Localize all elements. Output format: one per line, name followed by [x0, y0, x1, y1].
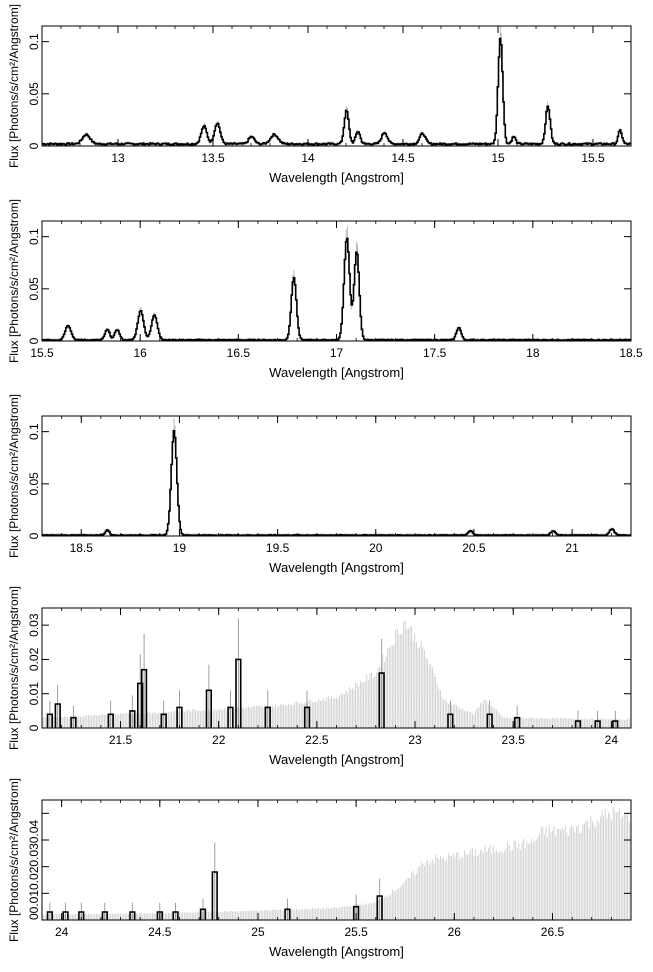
spectrum-line [42, 430, 631, 536]
x-tick-label: 16 [133, 346, 147, 360]
error-bars [42, 226, 631, 341]
y-tick-label: 0.05 [27, 82, 41, 106]
y-axis-label: Flux [Photons/s/cm²/Angstrom] [7, 778, 21, 942]
spectrum-line [46, 658, 619, 728]
spectrum-line [46, 871, 383, 920]
x-tick-label: 25.5 [344, 925, 368, 939]
x-tick-label: 21 [565, 541, 579, 555]
x-tick-label: 13.5 [201, 151, 225, 165]
x-axis-label: Wavelength [Angstrom] [269, 365, 404, 380]
x-tick-label: 24.5 [148, 925, 172, 939]
axes-frame [41, 415, 632, 537]
x-tick-label: 23.5 [502, 733, 526, 747]
x-tick-label: 18.5 [70, 541, 94, 555]
x-axis-label: Wavelength [Angstrom] [269, 170, 404, 185]
y-axis-label: Flux [Photons/s/cm²/Angstrom] [7, 199, 21, 363]
panel-1: 13 13.5 14 14.5 15 15.5 0 0.05 0.1 Wavelength [An… [7, 4, 632, 185]
x-tick-label: 18 [526, 346, 540, 360]
x-tick-label: 23 [408, 733, 422, 747]
y-axis-label: Flux [Photons/s/cm²/Angstrom] [7, 4, 21, 168]
x-tick-label: 26 [448, 925, 462, 939]
x-tick-label: 17.5 [423, 346, 447, 360]
x-tick-label: 21.5 [109, 733, 133, 747]
x-tick-label: 19 [173, 541, 187, 555]
x-tick-label: 25 [251, 925, 265, 939]
y-tick-label: 0.1 [27, 33, 41, 50]
plot-area [42, 618, 631, 728]
x-tick-label: 20.5 [462, 541, 486, 555]
x-tick-label: 14.5 [391, 151, 415, 165]
y-tick-label: 0.03 [27, 613, 41, 637]
x-tick-label: 17 [330, 346, 344, 360]
error-bars [42, 418, 631, 536]
x-tick-label: 15 [491, 151, 505, 165]
y-tick-label: 0.05 [27, 472, 41, 496]
y-tick-labels: 00.010.020.030.04 [27, 820, 41, 920]
plot-area [42, 26, 631, 146]
plot-area [42, 226, 631, 341]
x-tick-label: 22 [212, 733, 226, 747]
x-tick-label: 14 [301, 151, 315, 165]
x-tick-label: 15.5 [581, 151, 605, 165]
y-axis-label: Flux [Photons/s/cm²/Angstrom] [7, 586, 21, 750]
axes-frame [41, 25, 632, 147]
x-tick-label: 24 [605, 733, 619, 747]
y-tick-label: 0.1 [27, 228, 41, 245]
y-tick-label: 0.02 [27, 647, 41, 671]
x-tick-label: 19.5 [266, 541, 290, 555]
x-axis-label: Wavelength [Angstrom] [269, 560, 404, 575]
x-axis-label: Wavelength [Angstrom] [269, 944, 404, 959]
y-tick-label: 0.01 [27, 682, 41, 706]
panel-5: 24 24.5 25 25.5 26 26.5 00.010.020.030.04 Wavel… [7, 778, 632, 959]
plot-area [42, 807, 631, 920]
y-tick-label: 0.1 [27, 423, 41, 440]
x-tick-label: 20 [369, 541, 383, 555]
panel-4: 21.5 22 22.5 23 23.5 24 0 0.01 0.02 0.03 Wavelengt… [7, 586, 632, 767]
x-tick-label: 22.5 [305, 733, 329, 747]
y-tick-label: 0 [27, 337, 41, 344]
x-axis-label: Wavelength [Angstrom] [269, 752, 404, 767]
x-tick-label: 16.5 [227, 346, 251, 360]
spectrum-line [42, 237, 631, 341]
error-bars [42, 26, 631, 146]
x-tick-label: 24 [55, 925, 69, 939]
x-tick-label: 13 [111, 151, 125, 165]
y-axis-label: Flux [Photons/s/cm²/Angstrom] [7, 394, 21, 558]
y-tick-label: 0.05 [27, 277, 41, 301]
plot-area [42, 418, 631, 536]
panel-3: 18.5 19 19.5 20 20.5 21 0 0.05 0.1 Wavelength [An… [7, 394, 632, 575]
spectrum-line [42, 37, 631, 146]
x-tick-label: 15.5 [30, 346, 54, 360]
x-tick-label: 26.5 [541, 925, 565, 939]
x-tick-label: 18.5 [619, 346, 643, 360]
y-tick-label: 0 [27, 532, 41, 539]
error-band [42, 807, 631, 920]
axes-frame [41, 220, 632, 342]
panel-2: 15.5 16 16.5 17 17.5 18 18.5 0 0.05 0.1 Wavelength… [7, 199, 643, 380]
y-tick-label: 0 [27, 724, 41, 731]
y-tick-label: 0 [27, 142, 41, 149]
